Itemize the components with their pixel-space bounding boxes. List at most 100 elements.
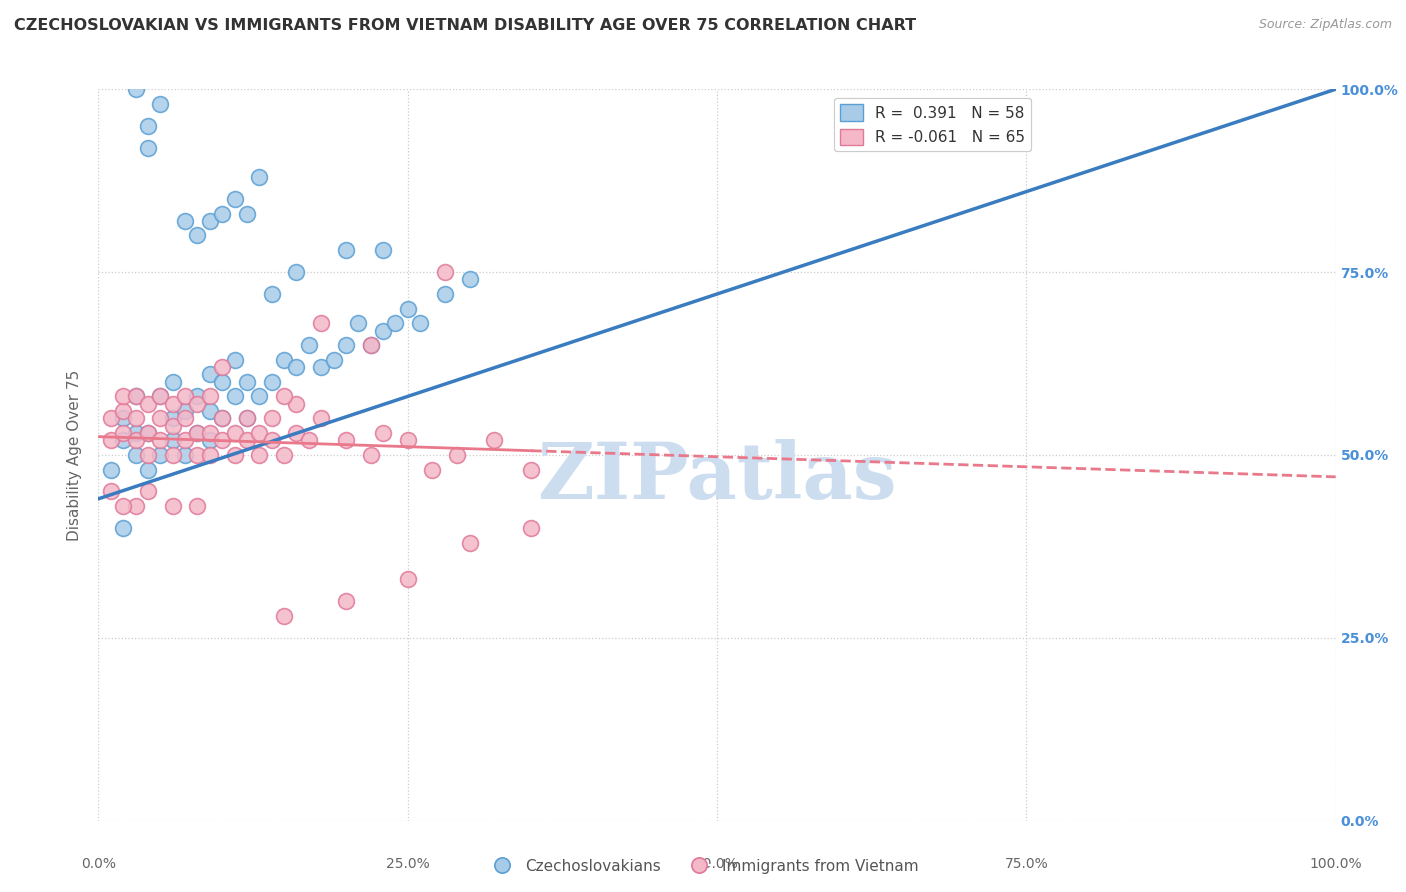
Point [347, 316, 370, 330]
Point [360, 448, 382, 462]
Point [211, 360, 233, 375]
Point [224, 352, 246, 367]
Point [458, 535, 481, 549]
Point [520, 521, 543, 535]
Point [186, 425, 208, 440]
Point [247, 169, 270, 184]
Point [124, 499, 146, 513]
Point [484, 434, 506, 448]
Point [162, 448, 184, 462]
Point [236, 206, 259, 220]
Point [174, 434, 197, 448]
Text: 25.0%: 25.0% [385, 857, 430, 871]
Point [335, 243, 357, 257]
Point [112, 499, 135, 513]
Point [211, 434, 233, 448]
Point [136, 425, 159, 440]
Point [285, 397, 308, 411]
Point [198, 434, 221, 448]
Point [149, 389, 172, 403]
Point [162, 411, 184, 425]
Point [371, 324, 394, 338]
Legend: Czechoslovakians, Immigrants from Vietnam: Czechoslovakians, Immigrants from Vietna… [481, 853, 925, 880]
Point [124, 411, 146, 425]
Point [112, 434, 135, 448]
Point [112, 404, 135, 418]
Point [124, 448, 146, 462]
Point [371, 243, 394, 257]
Point [136, 119, 159, 133]
Point [174, 404, 197, 418]
Point [136, 425, 159, 440]
Point [260, 434, 283, 448]
Point [520, 462, 543, 476]
Point [174, 389, 197, 403]
Legend: R =  0.391   N = 58, R = -0.061   N = 65: R = 0.391 N = 58, R = -0.061 N = 65 [834, 98, 1031, 152]
Point [100, 484, 122, 499]
Point [198, 404, 221, 418]
Point [174, 214, 197, 228]
Point [298, 338, 321, 352]
Point [236, 411, 259, 425]
Point [186, 425, 208, 440]
Point [458, 272, 481, 286]
Point [211, 206, 233, 220]
Point [162, 375, 184, 389]
Point [186, 448, 208, 462]
Point [409, 316, 432, 330]
Point [136, 397, 159, 411]
Point [396, 434, 419, 448]
Point [174, 411, 197, 425]
Point [186, 228, 208, 243]
Point [211, 375, 233, 389]
Point [384, 316, 406, 330]
Point [260, 411, 283, 425]
Point [211, 411, 233, 425]
Point [100, 434, 122, 448]
Point [112, 521, 135, 535]
Point [124, 82, 146, 96]
Point [273, 608, 295, 623]
Point [433, 265, 456, 279]
Point [335, 434, 357, 448]
Point [285, 265, 308, 279]
Text: 50.0%: 50.0% [695, 857, 740, 871]
Point [224, 389, 246, 403]
Point [124, 389, 146, 403]
Point [273, 389, 295, 403]
Point [309, 360, 332, 375]
Point [433, 287, 456, 301]
Point [322, 352, 344, 367]
Point [124, 434, 146, 448]
Point [224, 448, 246, 462]
Point [273, 448, 295, 462]
Point [136, 141, 159, 155]
Point [371, 425, 394, 440]
Point [100, 411, 122, 425]
Point [112, 411, 135, 425]
Point [124, 389, 146, 403]
Point [162, 434, 184, 448]
Point [273, 352, 295, 367]
Point [247, 448, 270, 462]
Point [211, 411, 233, 425]
Text: 75.0%: 75.0% [1004, 857, 1049, 871]
Point [198, 425, 221, 440]
Point [112, 389, 135, 403]
Point [298, 434, 321, 448]
Point [186, 389, 208, 403]
Text: 0.0%: 0.0% [82, 857, 115, 871]
Point [162, 397, 184, 411]
Point [335, 594, 357, 608]
Point [360, 338, 382, 352]
Point [136, 484, 159, 499]
Point [285, 360, 308, 375]
Point [446, 448, 468, 462]
Text: 100.0%: 100.0% [1309, 857, 1362, 871]
Point [309, 316, 332, 330]
Point [335, 338, 357, 352]
Point [100, 462, 122, 476]
Point [360, 338, 382, 352]
Point [136, 448, 159, 462]
Point [162, 418, 184, 433]
